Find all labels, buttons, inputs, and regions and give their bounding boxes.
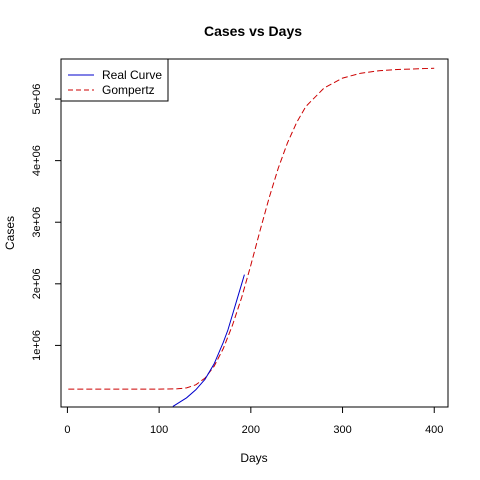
y-axis: 1e+06 2e+06 3e+06 4e+06 5e+06 bbox=[31, 84, 61, 361]
y-tick-label: 3e+06 bbox=[31, 207, 43, 238]
x-tick-label: 0 bbox=[64, 424, 70, 436]
plot-frame bbox=[60, 58, 449, 408]
y-axis-label: Cases bbox=[3, 216, 17, 250]
series-line-real-curve bbox=[172, 274, 245, 407]
x-axis: 0 100 200 300 400 bbox=[64, 407, 443, 436]
series-line-gompertz bbox=[68, 67, 435, 390]
x-tick-label: 200 bbox=[242, 424, 260, 436]
x-tick-label: 100 bbox=[150, 424, 168, 436]
y-tick-label: 1e+06 bbox=[31, 330, 43, 361]
legend: Real Curve Gompertz bbox=[60, 58, 169, 102]
y-tick-label: 4e+06 bbox=[31, 145, 43, 176]
x-tick-label: 300 bbox=[333, 424, 351, 436]
series-layer bbox=[68, 67, 435, 407]
x-axis-label: Days bbox=[240, 451, 267, 465]
legend-label-gompertz: Gompertz bbox=[102, 83, 155, 97]
y-tick-label: 5e+06 bbox=[31, 84, 43, 115]
legend-box bbox=[60, 58, 169, 102]
x-tick-label: 400 bbox=[425, 424, 443, 436]
chart-title: Cases vs Days bbox=[204, 23, 302, 39]
legend-label-real-curve: Real Curve bbox=[102, 68, 162, 82]
y-tick-label: 2e+06 bbox=[31, 268, 43, 299]
